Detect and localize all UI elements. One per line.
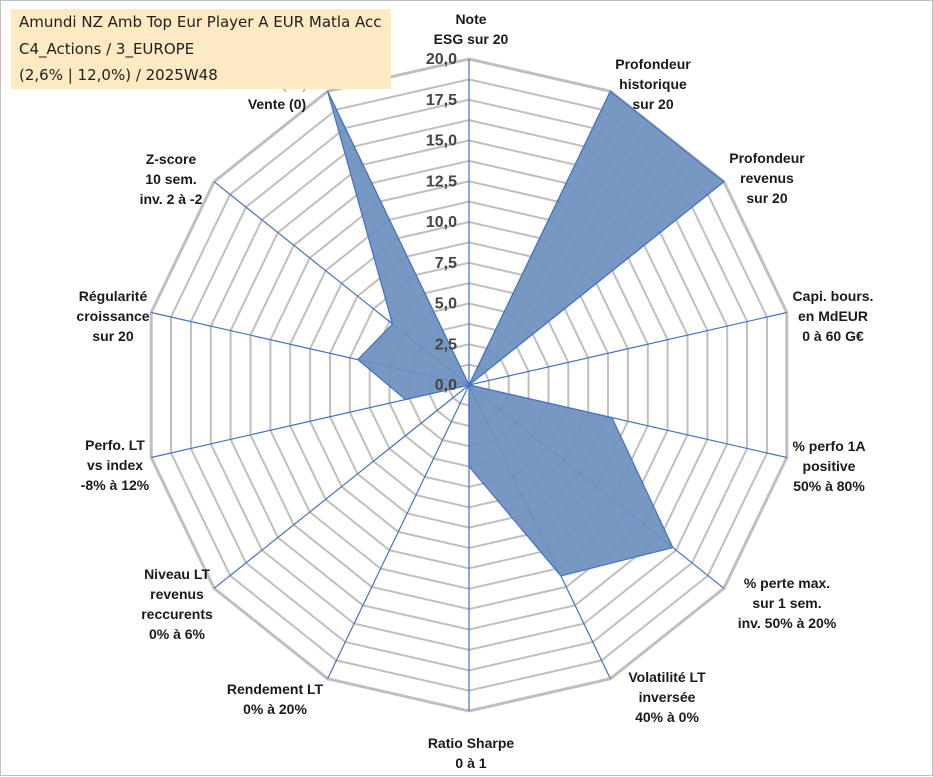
tick-label-layer: 0,0 2,5 5,0 7,5 10,0 12,5 15,0 17,5 20,0 [426, 51, 457, 394]
axis-label-line: 40% à 0% [635, 709, 699, 725]
tick-label: 12,5 [426, 174, 457, 191]
fund-category: C4_Actions / 3_EUROPE [19, 40, 195, 58]
axis-label-line: Volatilité LT [628, 669, 706, 685]
axis-label-line: Régularité [79, 288, 148, 304]
axis-label-line: Note [455, 11, 486, 27]
axis-spoke [468, 311, 787, 386]
tick-label: 5,0 [435, 296, 457, 313]
axis-label: Capi. bours. en MdEUR 0 à 60 G€ [793, 288, 874, 344]
axis-label-line: revenus [740, 170, 794, 186]
axis-label: Rendement LT 0% à 20% [227, 681, 324, 717]
tick-label: 17,5 [426, 92, 457, 109]
axis-label-line: inversée [639, 689, 696, 705]
axis-label-line: sur 20 [746, 190, 787, 206]
axis-label-line: Niveau LT [144, 566, 210, 582]
axis-label-line: en MdEUR [798, 308, 868, 324]
fund-stats: (2,6% | 12,0%) / 2025W48 [19, 66, 218, 84]
axis-spoke [327, 384, 470, 679]
axis-label-line: inv. 2 à -2 [140, 191, 203, 207]
axis-label-line: Z-score [146, 151, 197, 167]
axis-label-line: -8% à 12% [81, 477, 150, 493]
axis-label-line: reccurents [141, 606, 213, 622]
tick-label: 2,5 [435, 337, 457, 354]
tick-label: 10,0 [426, 214, 457, 231]
axis-label-line: Rendement LT [227, 681, 324, 697]
tick-label: 20,0 [426, 51, 457, 68]
axis-label: Z-score 10 sem. inv. 2 à -2 [140, 151, 203, 207]
axis-label-line: revenus [150, 586, 204, 602]
axis-label-line: 50% à 80% [793, 478, 865, 494]
axis-label: % perte max. sur 1 sem. inv. 50% à 20% [738, 575, 837, 631]
axis-label-line: ESG sur 20 [434, 31, 509, 47]
series-area [327, 90, 725, 577]
axis-label: Régularité croissance sur 20 [76, 288, 149, 344]
axis-label: Niveau LT revenus reccurents 0% à 6% [141, 566, 213, 642]
fund-title-box: Amundi NZ Amb Top Eur Player A EUR Matla… [11, 9, 391, 89]
tick-label: 7,5 [435, 255, 457, 272]
axis-label: Perfo. LT vs index -8% à 12% [81, 437, 150, 493]
axis-label: % perfo 1A positive 50% à 80% [792, 438, 865, 494]
axis-label-line: 10 sem. [145, 171, 196, 187]
axis-label-line: Perfo. LT [85, 437, 145, 453]
axis-label-line: % perfo 1A [792, 438, 865, 454]
axis-label-line: % perte max. [744, 575, 830, 591]
axis-label-line: Profondeur [729, 150, 805, 166]
axis-label-line: inv. 50% à 20% [738, 615, 837, 631]
axis-label: Profondeur historique sur 20 [615, 56, 691, 112]
axis-label-line: Profondeur [615, 56, 691, 72]
axis-label: Ratio Sharpe 0 à 1 [428, 735, 515, 771]
axis-label-line: sur 1 sem. [752, 595, 821, 611]
axis-label-line: sur 20 [92, 328, 133, 344]
series-area-layer [327, 90, 725, 577]
axis-spoke [213, 384, 470, 589]
axis-label: Note ESG sur 20 [434, 11, 509, 47]
axis-label: Volatilité LT inversée 40% à 0% [628, 669, 706, 725]
tick-label: 15,0 [426, 133, 457, 150]
axis-label-line: 0% à 6% [149, 626, 206, 642]
axis-label-line: vs index [87, 457, 143, 473]
tick-label: 0,0 [435, 377, 457, 394]
axis-label-line: 0 à 1 [455, 755, 486, 771]
axis-label-line: positive [803, 458, 856, 474]
axis-label-line: Vente (0) [248, 96, 306, 112]
axis-label-line: Capi. bours. [793, 288, 874, 304]
axis-label: Profondeur revenus sur 20 [729, 150, 805, 206]
fund-name: Amundi NZ Amb Top Eur Player A EUR Matla… [19, 13, 382, 31]
axis-label-line: historique [619, 76, 687, 92]
axis-label-line: Ratio Sharpe [428, 735, 515, 751]
axis-label-line: 0% à 20% [243, 701, 307, 717]
axis-label-line: sur 20 [632, 96, 673, 112]
axis-label-line: croissance [76, 308, 149, 324]
axis-label-line: 0 à 60 G€ [802, 328, 864, 344]
